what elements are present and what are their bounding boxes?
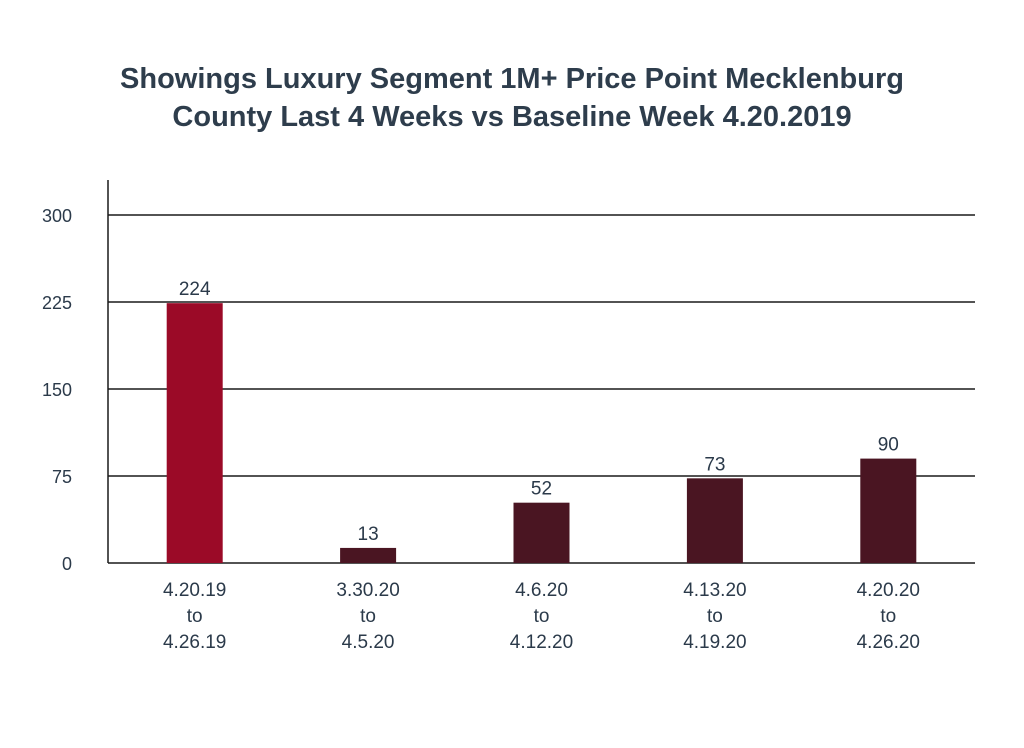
data-label-4: 73 bbox=[704, 454, 725, 475]
category-label-4-line-1: 4.13.20 bbox=[683, 580, 746, 601]
data-label-3: 52 bbox=[531, 479, 552, 500]
y-tick-label-150: 150 bbox=[42, 380, 72, 400]
y-tick-label-300: 300 bbox=[42, 206, 72, 226]
category-label-2-line-3: 4.5.20 bbox=[342, 632, 395, 653]
category-label-1-line-1: 4.20.19 bbox=[163, 580, 226, 601]
category-label-5-line-2: to bbox=[880, 606, 896, 627]
y-tick-label-0: 0 bbox=[62, 554, 72, 574]
category-label-2-line-2: to bbox=[360, 606, 376, 627]
bar-4 bbox=[686, 478, 743, 563]
data-label-1: 224 bbox=[179, 279, 211, 300]
category-label-4-line-2: to bbox=[707, 606, 723, 627]
category-label-2-line-1: 3.30.20 bbox=[336, 580, 399, 601]
category-label-3-line-2: to bbox=[534, 606, 550, 627]
category-label-5-line-3: 4.26.20 bbox=[857, 632, 920, 653]
category-label-3-line-3: 4.12.20 bbox=[510, 632, 573, 653]
data-label-2: 13 bbox=[358, 524, 379, 545]
chart-title: Showings Luxury Segment 1M+ Price Point … bbox=[0, 60, 1024, 136]
bar-2 bbox=[340, 547, 397, 563]
category-label-4-line-3: 4.19.20 bbox=[683, 632, 746, 653]
chart-title-line-2: County Last 4 Weeks vs Baseline Week 4.2… bbox=[172, 101, 852, 133]
y-tick-label-225: 225 bbox=[42, 293, 72, 313]
data-label-5: 90 bbox=[878, 435, 899, 456]
y-tick-label-75: 75 bbox=[52, 467, 72, 487]
category-label-1-line-3: 4.26.19 bbox=[163, 632, 226, 653]
category-label-5-line-1: 4.20.20 bbox=[857, 580, 920, 601]
bar-1 bbox=[166, 303, 223, 563]
category-label-3-line-1: 4.6.20 bbox=[515, 580, 568, 601]
category-label-1-line-2: to bbox=[187, 606, 203, 627]
chart-title-line-1: Showings Luxury Segment 1M+ Price Point … bbox=[120, 63, 904, 95]
bar-5 bbox=[860, 458, 917, 563]
bar-3 bbox=[513, 502, 570, 563]
